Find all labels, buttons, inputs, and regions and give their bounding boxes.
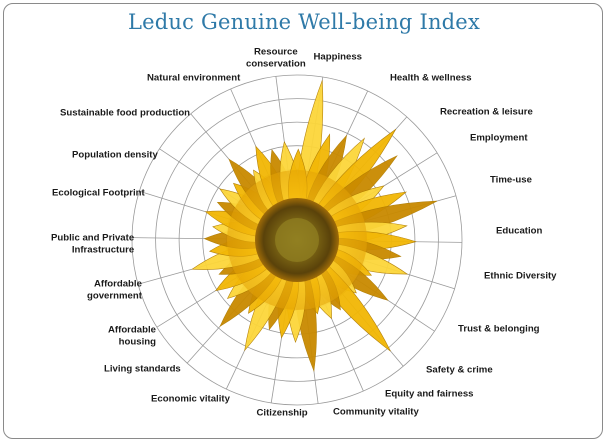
indicator-label: Time-use [490,174,532,186]
indicator-label: Public and Private Infrastructure [51,232,135,256]
indicator-label: Happiness [313,51,363,63]
indicator-label: Trust & belonging [458,323,540,335]
indicator-label: Affordable government [87,278,142,302]
indicator-label: Community vitality [333,406,419,418]
grid-ring [155,98,439,382]
indicator-label: Citizenship [256,407,308,419]
indicator-label: Education [496,225,543,237]
indicator-label: Safety & crime [426,364,493,376]
indicator-label: Employment [470,132,528,144]
indicator-label: Ecological Footprint [52,187,145,199]
indicator-label: Resource conservation [246,46,306,70]
indicator-label: Natural environment [147,72,241,84]
sunflower-center-core [275,218,319,262]
indicator-label: Affordable housing [108,324,156,348]
grid-ring [131,74,463,406]
indicator-label: Equity and fairness [385,388,474,400]
indicator-label: Sustainable food production [60,107,191,119]
indicator-label: Ethnic Diversity [484,270,557,282]
indicator-label: Recreation & leisure [440,106,533,118]
indicator-label: Health & wellness [390,72,472,84]
chart-frame [3,3,603,439]
indicator-label: Economic vitality [151,393,230,405]
indicator-label: Population density [72,149,158,161]
grid-ring [178,121,416,359]
chart-title: Leduc Genuine Well-being Index [128,10,480,34]
indicator-label: Living standards [104,363,181,375]
